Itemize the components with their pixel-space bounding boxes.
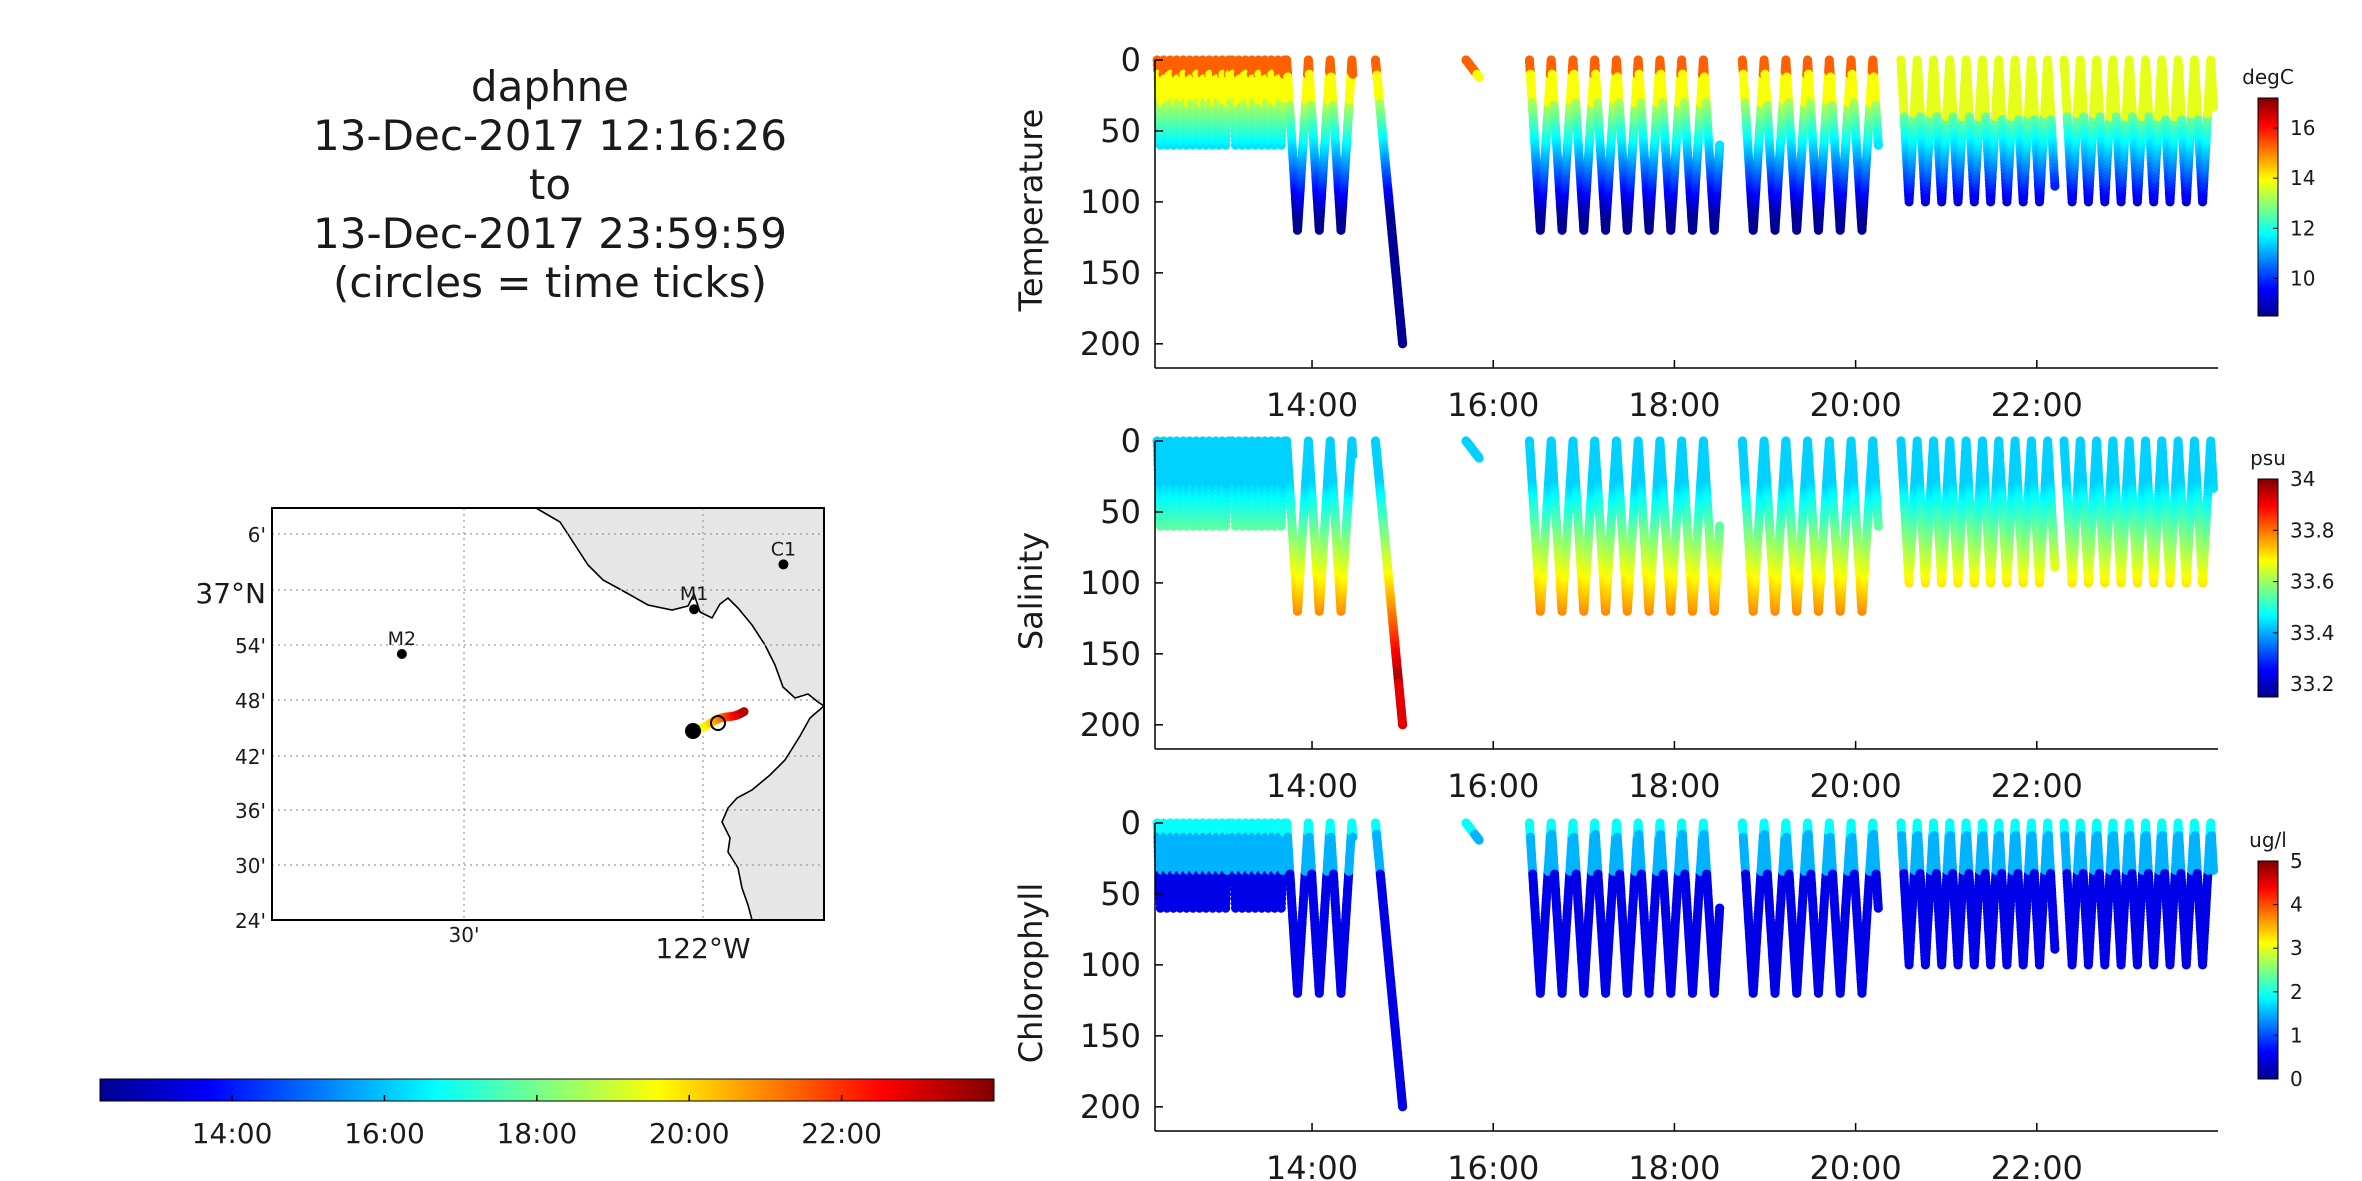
- time-colorbar-label: 20:00: [649, 1117, 730, 1150]
- title-end-time: 13-Dec-2017 23:59:59: [313, 209, 787, 258]
- map-lat-tick: 54': [235, 634, 266, 658]
- time-colorbar-label: 16:00: [344, 1117, 425, 1150]
- title-vehicle: daphne: [470, 62, 630, 111]
- station-marker: [689, 604, 700, 615]
- colorbar-tick-label: 16: [2290, 116, 2315, 140]
- station-label: M2: [388, 628, 416, 650]
- map-lat-tick: 37°N: [195, 577, 266, 610]
- y-axis-label: Salinity: [1012, 532, 1050, 650]
- title-to: to: [528, 160, 572, 209]
- time-colorbar-labels: 14:00 16:00 18:00 20:00 22:00: [192, 1095, 882, 1150]
- station-label: M1: [680, 583, 708, 605]
- map-gridlines: [272, 508, 824, 920]
- colorbar-tick-label: 12: [2290, 216, 2315, 240]
- data-points: [1152, 436, 2219, 730]
- map-lat-tick: 24': [235, 909, 266, 933]
- x-tick-label: 14:00: [1266, 386, 1358, 424]
- data-point: [1474, 72, 1484, 82]
- time-tick-circle: [710, 715, 726, 731]
- y-tick-label: 100: [1080, 183, 1141, 221]
- x-tick-label: 20:00: [1810, 386, 1902, 424]
- station-marker: [396, 648, 407, 659]
- y-tick-label: 150: [1080, 254, 1141, 292]
- data-point: [1398, 339, 1408, 349]
- y-axis-label: Temperature: [1012, 109, 1050, 313]
- data-point: [1873, 140, 1883, 150]
- map-lon-tick: 30': [449, 923, 480, 947]
- time-colorbar-label: 14:00: [192, 1117, 273, 1150]
- data-point: [2208, 102, 2219, 112]
- station-marker: [778, 559, 789, 570]
- time-colorbar-label: 18:00: [496, 1117, 577, 1150]
- x-tick-label: 16:00: [1447, 386, 1539, 424]
- colorbar-tick-label: 10: [2290, 266, 2315, 290]
- y-tick-label: 50: [1100, 112, 1141, 150]
- colorbar-tick-label: 14: [2290, 166, 2315, 190]
- vehicle-track: [685, 707, 749, 739]
- map-lat-tick: 48': [235, 689, 266, 713]
- data-point: [2050, 181, 2060, 191]
- station-label: C1: [771, 538, 796, 560]
- map-lat-tick: 6': [248, 523, 266, 547]
- colorbar-gradient: [2257, 97, 2279, 317]
- map-stations: M1 M2 C1: [388, 538, 796, 659]
- time-colorbar-gradient: [99, 1078, 995, 1102]
- map-lat-tick: 36': [235, 799, 266, 823]
- panel-temperature: Temperature 0 50 100 150 200 14:00 16:00 18:00 20…: [1012, 41, 2315, 424]
- land-mass: [534, 508, 824, 920]
- time-colorbar: 14:00 16:00 18:00 20:00 22:00: [99, 1078, 995, 1150]
- map-lon-tick: 122°W: [655, 932, 750, 965]
- profile-panels: Temperature 0 50 100 150 200 14:00 16:00 18:00 20…: [1012, 41, 2335, 1181]
- colorbar: degC 10 12 14 16: [2242, 65, 2315, 317]
- data-point: [1715, 140, 1725, 150]
- y-tick-label: 200: [1080, 325, 1141, 363]
- map-frame: [271, 507, 825, 921]
- data-points: [1152, 55, 2219, 349]
- x-tick-label: 22:00: [1991, 386, 2083, 424]
- map-lat-labels: 6' 37°N 54' 48' 42' 36' 30' 24': [195, 523, 266, 933]
- vehicle-start-marker: [685, 723, 701, 739]
- figure-title: daphne 13-Dec-2017 12:16:26 to 13-Dec-20…: [250, 62, 850, 307]
- map-lat-tick: 42': [235, 745, 266, 769]
- track-point: [739, 707, 749, 717]
- map-lat-tick: 30': [235, 854, 266, 878]
- title-note: (circles = time ticks): [333, 258, 767, 307]
- colorbar-units: degC: [2242, 65, 2294, 89]
- y-tick-label: 0: [1121, 41, 1141, 79]
- time-colorbar-label: 22:00: [801, 1117, 882, 1150]
- title-start-time: 13-Dec-2017 12:16:26: [313, 111, 787, 160]
- data-point: [1348, 69, 1358, 79]
- map-lon-labels: 30' 122°W: [449, 923, 751, 965]
- x-tick-label: 18:00: [1628, 386, 1720, 424]
- map-panel: 6' 37°N 54' 48' 42' 36' 30' 24' 30' 122°W M1 M2 C1: [195, 507, 825, 965]
